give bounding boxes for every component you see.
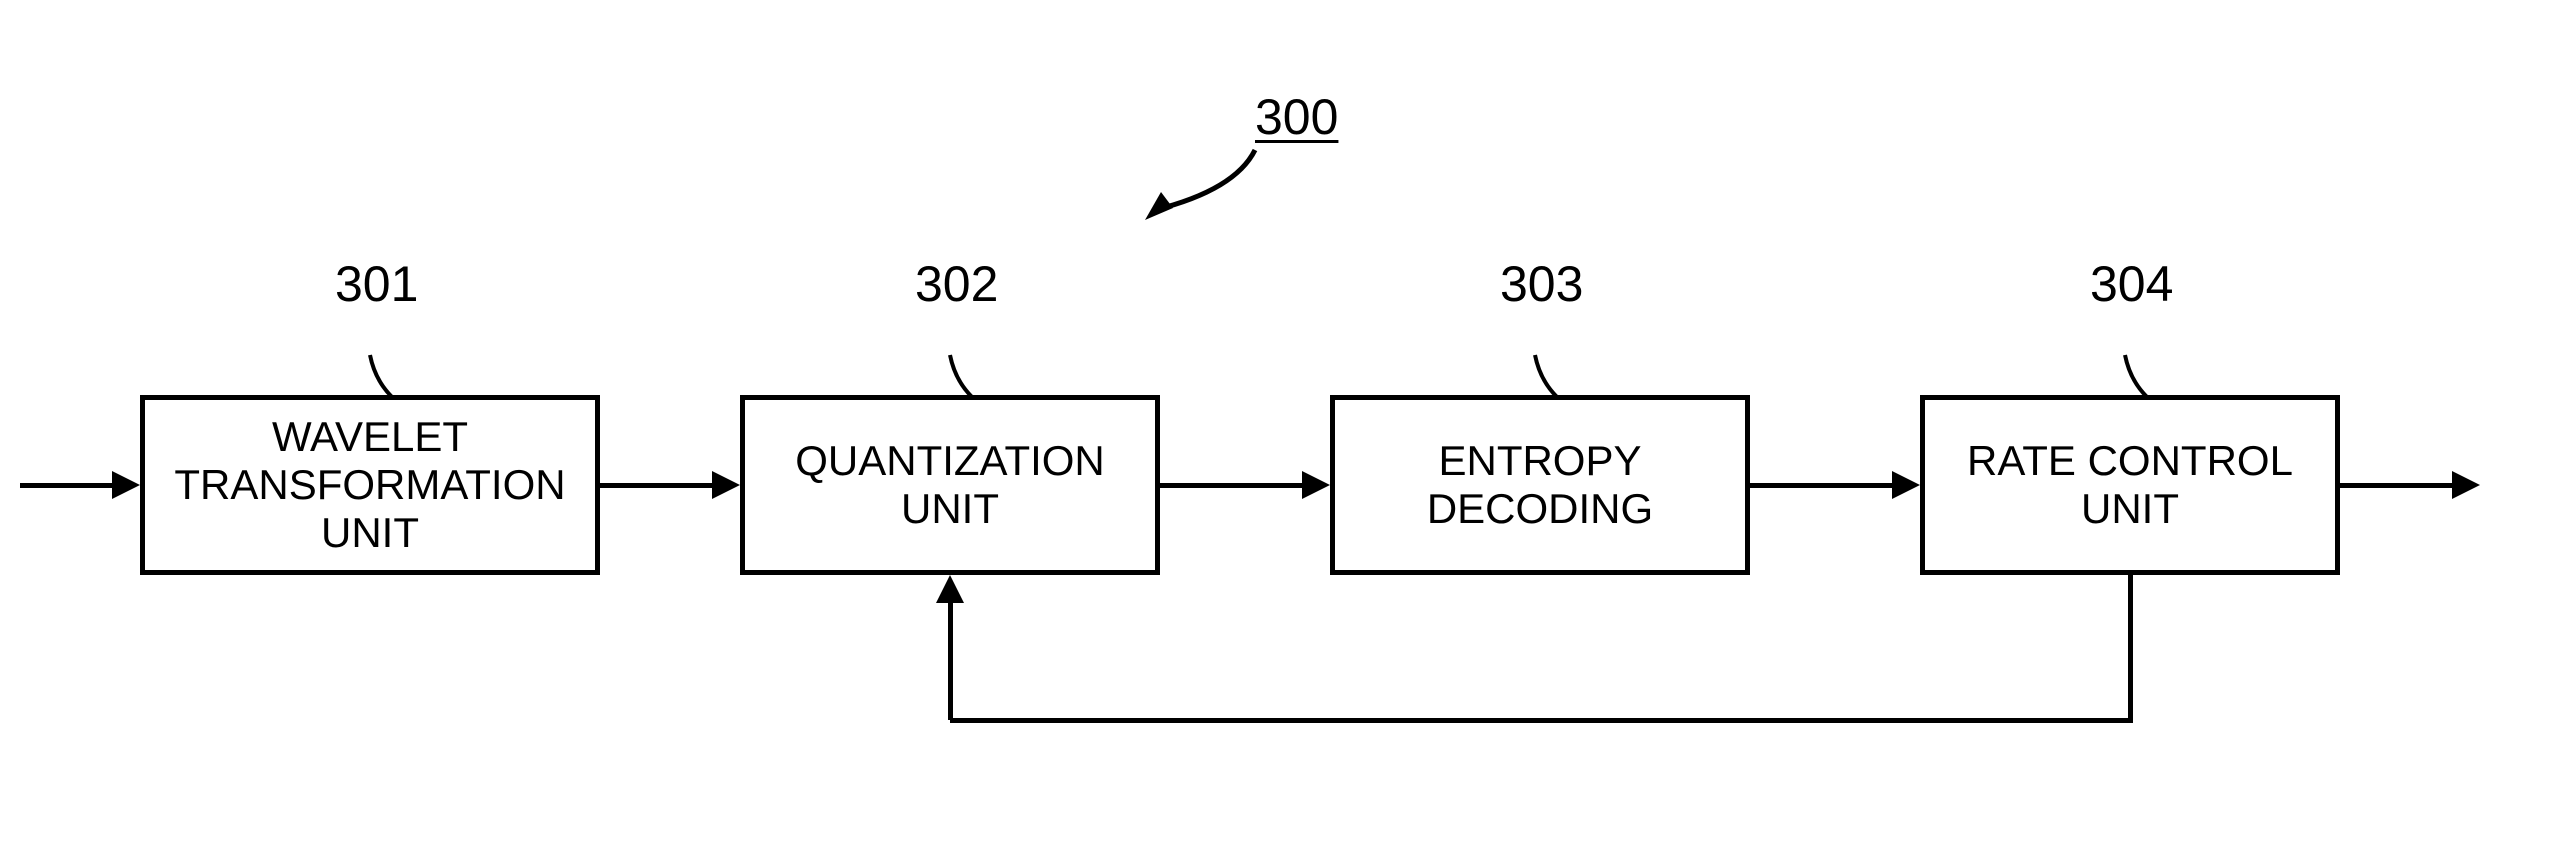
block-num-n3: 303 xyxy=(1500,255,1583,313)
feedback-across xyxy=(950,718,2133,723)
feedback-arrow xyxy=(936,575,964,603)
leader-n2 xyxy=(930,350,990,407)
block-n2: QUANTIZATION UNIT xyxy=(740,395,1160,575)
edge-arrow-n1-n2 xyxy=(712,471,740,499)
edge-n2-n3 xyxy=(1160,483,1310,488)
block-label-n1: WAVELET TRANSFORMATION UNIT xyxy=(174,413,565,558)
leader-n3 xyxy=(1515,350,1575,407)
leader-n4 xyxy=(2105,350,2165,407)
feedback-down xyxy=(2128,575,2133,723)
edge-arrow-n3-n4 xyxy=(1892,471,1920,499)
diagram-canvas: 300WAVELET TRANSFORMATION UNITQUANTIZATI… xyxy=(0,0,2557,860)
block-label-n4: RATE CONTROL UNIT xyxy=(1967,437,2293,534)
edge-arrow-n2-n3 xyxy=(1302,471,1330,499)
edge-n4-out xyxy=(2340,483,2460,488)
block-n4: RATE CONTROL UNIT xyxy=(1920,395,2340,575)
diagram-ref-arrow xyxy=(1115,120,1285,250)
feedback-up xyxy=(948,595,953,720)
edge-n1-n2 xyxy=(600,483,720,488)
block-n3: ENTROPY DECODING xyxy=(1330,395,1750,575)
block-n1: WAVELET TRANSFORMATION UNIT xyxy=(140,395,600,575)
edge-n3-n4 xyxy=(1750,483,1900,488)
block-num-n1: 301 xyxy=(335,255,418,313)
edge-in-n1 xyxy=(20,483,120,488)
leader-n1 xyxy=(350,350,410,407)
edge-arrow-n4-out xyxy=(2452,471,2480,499)
edge-arrow-in-n1 xyxy=(112,471,140,499)
block-num-n2: 302 xyxy=(915,255,998,313)
block-num-n4: 304 xyxy=(2090,255,2173,313)
block-label-n2: QUANTIZATION UNIT xyxy=(795,437,1105,534)
block-label-n3: ENTROPY DECODING xyxy=(1427,437,1653,534)
